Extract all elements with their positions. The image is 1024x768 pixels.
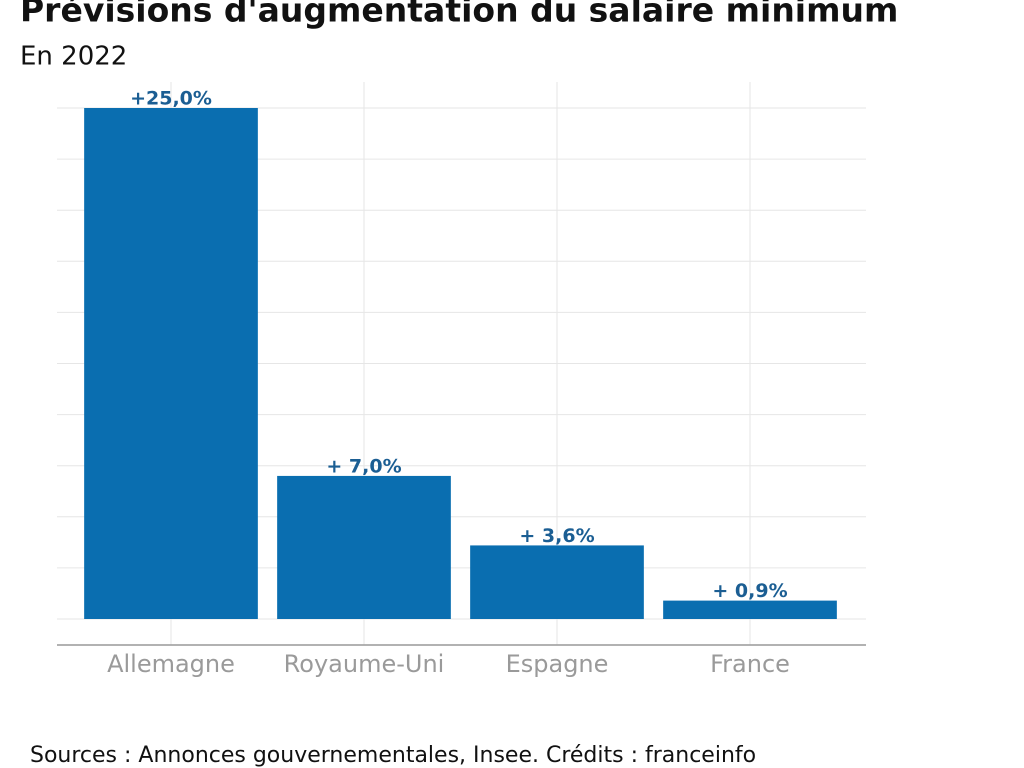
value-label: +25,0% [130, 88, 212, 110]
x-tick-label: Royaume-Uni [284, 650, 445, 678]
bar [277, 475, 451, 619]
value-label: + 0,9% [712, 580, 787, 602]
chart-subtitle: En 2022 [20, 42, 127, 72]
value-label: + 7,0% [326, 455, 401, 477]
x-tick-label: Espagne [506, 650, 609, 678]
source-note: Sources : Annonces gouvernementales, Ins… [30, 743, 756, 768]
bar [84, 108, 258, 619]
chart-title: Prévisions d'augmentation du salaire min… [20, 0, 898, 30]
x-tick-label: France [710, 650, 790, 678]
value-label: + 3,6% [519, 525, 594, 547]
bar [470, 545, 644, 619]
bar [663, 600, 837, 619]
x-tick-label: Allemagne [107, 650, 235, 678]
